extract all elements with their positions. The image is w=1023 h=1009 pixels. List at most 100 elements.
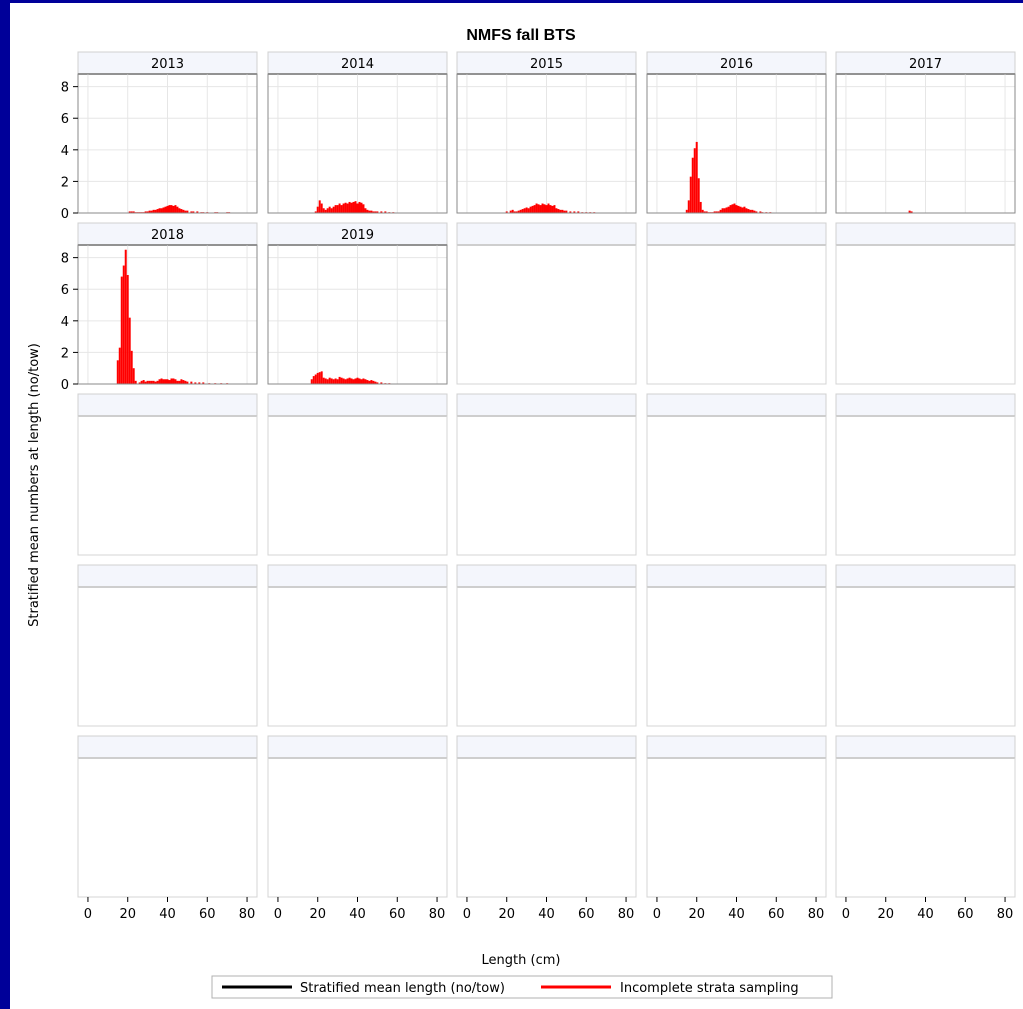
y-tick-label: 4 (61, 315, 69, 330)
panel-strip (835, 564, 1016, 588)
bar (314, 374, 317, 384)
bar (525, 207, 528, 213)
panel-strip (646, 564, 827, 588)
bar (749, 209, 752, 213)
panel-strip (835, 735, 1016, 759)
bar (146, 211, 149, 213)
bar (368, 380, 371, 384)
panel-frame-empty (646, 415, 827, 556)
bar (545, 205, 548, 213)
panel-year-label: 2019 (341, 228, 374, 243)
bar (348, 201, 351, 213)
bar (164, 206, 167, 213)
bar (741, 207, 744, 213)
panel (77, 393, 258, 556)
panel (835, 564, 1016, 727)
panel: 2013 0 2 4 6 8 (61, 51, 258, 222)
bar (340, 205, 343, 213)
bar (527, 208, 530, 213)
bar (154, 209, 157, 213)
bar (162, 379, 165, 384)
panel (646, 222, 827, 385)
bar (565, 210, 568, 213)
bar (729, 205, 732, 213)
bar (366, 380, 369, 384)
panel: 2019 (267, 222, 448, 385)
bar (332, 379, 335, 384)
bar (559, 209, 562, 213)
panel-year-label: 2018 (151, 228, 184, 243)
bar (362, 378, 365, 384)
bar (166, 379, 169, 384)
panel: 2014 (267, 51, 448, 214)
panel (267, 735, 448, 898)
panel (646, 564, 827, 727)
panel (77, 564, 258, 727)
bar (334, 205, 337, 213)
panel-strip (456, 735, 637, 759)
panel (267, 393, 448, 556)
bar (310, 379, 313, 384)
panel (835, 393, 1016, 556)
bar (354, 201, 357, 213)
bar (753, 210, 756, 213)
bar (908, 210, 911, 213)
bar (130, 211, 133, 213)
x-axis-label: Length (cm) (482, 953, 561, 968)
panel-frame-empty (456, 415, 637, 556)
bar (150, 210, 153, 213)
bar (352, 201, 355, 213)
x-tick-label: 80 (618, 907, 635, 922)
bar (513, 211, 516, 213)
bar (743, 206, 746, 213)
bar (384, 211, 387, 213)
x-tick-label: 20 (309, 907, 326, 922)
bar (334, 378, 337, 384)
bar (164, 379, 167, 384)
bar (563, 210, 566, 213)
bar (342, 378, 345, 384)
chart-canvas: NMFS fall BTS 2013 0 2 4 6 8 2014 2015 2016 2017 2… (10, 3, 1023, 1009)
bar (737, 205, 740, 213)
panel-strip (456, 393, 637, 417)
panel-year-label: 2013 (151, 57, 184, 72)
bar (356, 377, 359, 384)
bar (370, 210, 373, 213)
bar (134, 380, 137, 384)
y-tick-label: 2 (61, 346, 69, 361)
bar (322, 377, 325, 384)
bar (555, 208, 558, 213)
y-tick-label: 4 (61, 144, 69, 159)
bar (533, 205, 536, 213)
panel-frame (267, 244, 448, 385)
bar (166, 205, 169, 213)
panel-strip (267, 393, 448, 417)
bar (505, 211, 508, 213)
bar (132, 368, 135, 384)
y-tick-label: 0 (61, 378, 69, 393)
y-tick-label: 6 (61, 112, 69, 127)
bar (511, 209, 514, 213)
bar (122, 265, 125, 384)
bar (156, 380, 159, 384)
bar (178, 208, 181, 213)
bar (182, 380, 185, 384)
bar (360, 202, 363, 213)
bar (170, 205, 173, 213)
panel (77, 735, 258, 898)
bar (176, 380, 179, 384)
y-tick-label: 6 (61, 283, 69, 298)
bar (178, 380, 181, 384)
bar (182, 209, 185, 213)
x-tick-label: 20 (877, 907, 894, 922)
bar (322, 208, 325, 213)
bar (745, 208, 748, 213)
bar (338, 203, 341, 213)
bar (320, 371, 323, 384)
x-tick-label: 60 (768, 907, 785, 922)
panel-frame-empty (835, 244, 1016, 385)
bar (358, 378, 361, 384)
bar (543, 204, 546, 213)
bar (156, 209, 159, 213)
panel-frame-empty (646, 586, 827, 727)
